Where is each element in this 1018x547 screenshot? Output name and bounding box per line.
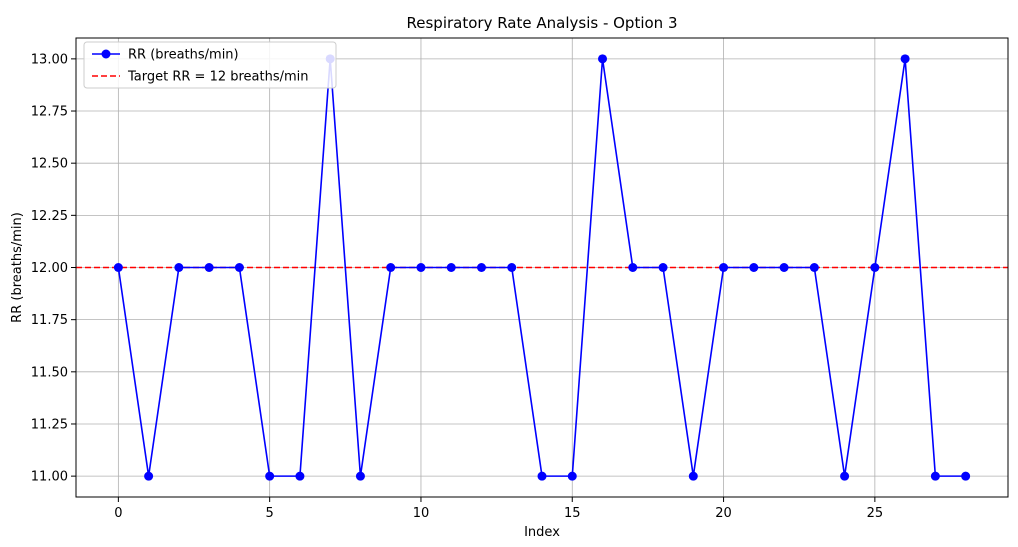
rr-data-point	[174, 263, 184, 272]
rr-data-point	[628, 263, 638, 272]
x-axis-label: Index	[524, 525, 560, 540]
x-tick-label: 15	[564, 506, 581, 521]
rr-data-point	[870, 263, 880, 272]
legend-box	[83, 41, 337, 89]
rr-data-point	[386, 263, 396, 272]
rr-data-point	[416, 263, 426, 272]
rr-data-point	[537, 471, 547, 481]
y-tick-label: 13.00	[31, 52, 68, 67]
rr-data-point	[749, 263, 759, 272]
rr-data-point	[840, 471, 850, 481]
y-tick-label: 11.50	[31, 365, 68, 380]
rr-data-point	[658, 263, 668, 272]
x-tick-label: 25	[867, 506, 884, 521]
y-tick-label: 12.50	[31, 157, 68, 172]
rr-data-point	[900, 54, 910, 64]
rr-data-point	[113, 263, 123, 272]
y-tick-label: 12.00	[31, 261, 68, 276]
rr-data-point	[930, 471, 940, 481]
rr-data-point	[507, 263, 517, 272]
chart-title: Respiratory Rate Analysis - Option 3	[407, 14, 678, 32]
x-tick-label: 20	[715, 506, 732, 521]
rr-data-point	[234, 263, 244, 272]
y-tick-label: 11.00	[31, 470, 68, 485]
rr-data-point	[265, 471, 275, 481]
rr-data-point	[719, 263, 729, 272]
y-axis-label: RR (breaths/min)	[10, 212, 25, 323]
rr-data-point	[295, 471, 305, 481]
legend: RR (breaths/min) Target RR = 12 breaths/…	[83, 41, 337, 89]
y-tick-label: 11.75	[31, 313, 68, 328]
rr-data-point	[476, 263, 486, 272]
legend-marker-rr	[101, 49, 111, 59]
y-tick-label: 11.25	[31, 417, 68, 432]
legend-label-rr: RR (breaths/min)	[128, 48, 239, 63]
rr-data-point	[688, 471, 698, 481]
rr-data-point	[809, 263, 819, 272]
x-tick-label: 10	[413, 506, 430, 521]
x-tick-label: 5	[266, 506, 274, 521]
rr-data-point	[144, 471, 154, 481]
legend-label-target: Target RR = 12 breaths/min	[127, 70, 309, 85]
rr-data-point	[446, 263, 456, 272]
rr-data-point	[567, 471, 577, 481]
y-tick-label: 12.25	[31, 209, 68, 224]
rr-data-point	[598, 54, 608, 64]
x-tick-label: 0	[114, 506, 122, 521]
rr-data-point	[355, 471, 365, 481]
rr-data-point	[779, 263, 789, 272]
rr-data-point	[961, 471, 971, 481]
rr-data-point	[204, 263, 214, 272]
axis-ticks: 0 5 10 15 20 25 11.00 11.25 11.50 11.75 12.00 12.25…	[31, 52, 883, 521]
series-layer	[113, 54, 971, 481]
y-tick-label: 12.75	[31, 105, 68, 120]
